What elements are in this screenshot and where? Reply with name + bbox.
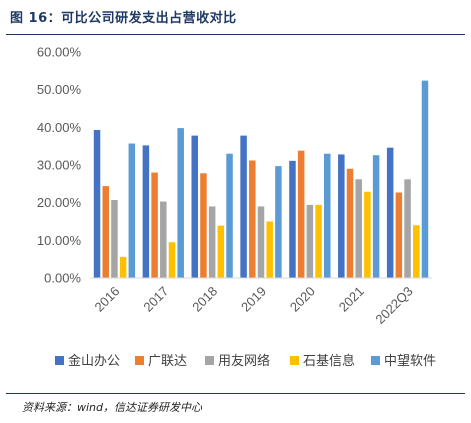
legend-swatch xyxy=(290,356,299,365)
legend-label: 用友网络 xyxy=(218,353,270,369)
legend-label: 金山办公 xyxy=(68,353,120,369)
x-tick-label: 2021 xyxy=(336,284,367,315)
y-tick-label: 0.00% xyxy=(44,271,81,286)
bar-1-2 xyxy=(142,145,150,278)
y-tick-label: 10.00% xyxy=(37,233,82,248)
bar-3-4 xyxy=(257,206,265,278)
x-axis-ticks: 2016 2017 2018 2019 2020 2021 2022Q3 xyxy=(91,284,415,327)
bar-2-3 xyxy=(200,173,207,278)
bar-2-6 xyxy=(346,168,354,278)
bar-1-4 xyxy=(240,135,247,278)
bar-5-4 xyxy=(275,166,282,278)
y-tick-label: 60.00% xyxy=(37,45,82,60)
bar-1-3 xyxy=(191,135,198,278)
bar-4-6 xyxy=(364,191,371,278)
bar-3-2 xyxy=(160,201,167,278)
bar-1-1 xyxy=(93,129,101,278)
bar-3-6 xyxy=(355,179,362,278)
legend-label: 广联达 xyxy=(148,354,187,369)
y-tick-label: 20.00% xyxy=(37,195,82,210)
bar-3-5 xyxy=(306,204,314,278)
bar-4-4 xyxy=(266,221,273,278)
legend-swatch xyxy=(135,356,144,365)
figure-title: 图 16：可比公司研发支出占营收对比 xyxy=(10,11,237,26)
legend-swatch xyxy=(205,356,214,365)
bar-4-2 xyxy=(168,242,176,278)
legend: 金山办公 广联达 用友网络 石基信息 中望软件 xyxy=(55,353,436,369)
x-tick-label: 2017 xyxy=(140,284,171,315)
bar-1-7 xyxy=(386,147,394,278)
bar-5-1 xyxy=(128,143,136,278)
bar-2-7 xyxy=(395,192,403,278)
bar-5-7 xyxy=(421,80,429,278)
bar-5-6 xyxy=(372,155,380,278)
x-tick-label: 2020 xyxy=(287,284,318,315)
bar-5-3 xyxy=(226,153,233,278)
source-note: 资料来源：wind，信达证券研发中心 xyxy=(22,401,203,414)
legend-swatch xyxy=(371,356,380,365)
bar-3-1 xyxy=(111,200,118,278)
bar-5-2 xyxy=(177,128,184,278)
bar-2-2 xyxy=(151,172,158,278)
y-tick-label: 30.00% xyxy=(37,158,82,173)
x-tick-label: 2022Q3 xyxy=(372,284,415,327)
x-tick-label: 2018 xyxy=(189,284,220,315)
bar-3-3 xyxy=(208,206,216,278)
bar-2-5 xyxy=(297,150,305,278)
y-tick-label: 50.00% xyxy=(37,82,82,97)
y-axis-ticks: 0.00% 10.00% 20.00% 30.00% 40.00% 50.00% 60.00… xyxy=(37,45,82,286)
bar-4-5 xyxy=(315,204,322,278)
bar-4-7 xyxy=(413,225,420,278)
bar-1-5 xyxy=(289,160,296,278)
source-divider xyxy=(6,393,465,394)
bar-4-3 xyxy=(217,225,225,278)
bar-marks xyxy=(93,80,429,278)
bar-2-4 xyxy=(249,160,256,278)
legend-swatch xyxy=(55,356,64,365)
legend-label: 中望软件 xyxy=(384,353,436,369)
legend-label: 石基信息 xyxy=(303,353,355,369)
bar-1-6 xyxy=(338,154,345,278)
bar-5-5 xyxy=(324,153,331,278)
x-tick-label: 2016 xyxy=(91,284,122,315)
bar-3-7 xyxy=(404,179,411,278)
title-divider xyxy=(6,34,465,35)
y-tick-label: 40.00% xyxy=(37,120,82,135)
x-tick-label: 2019 xyxy=(238,284,269,315)
bar-2-1 xyxy=(102,186,109,278)
bar-4-1 xyxy=(119,256,127,278)
